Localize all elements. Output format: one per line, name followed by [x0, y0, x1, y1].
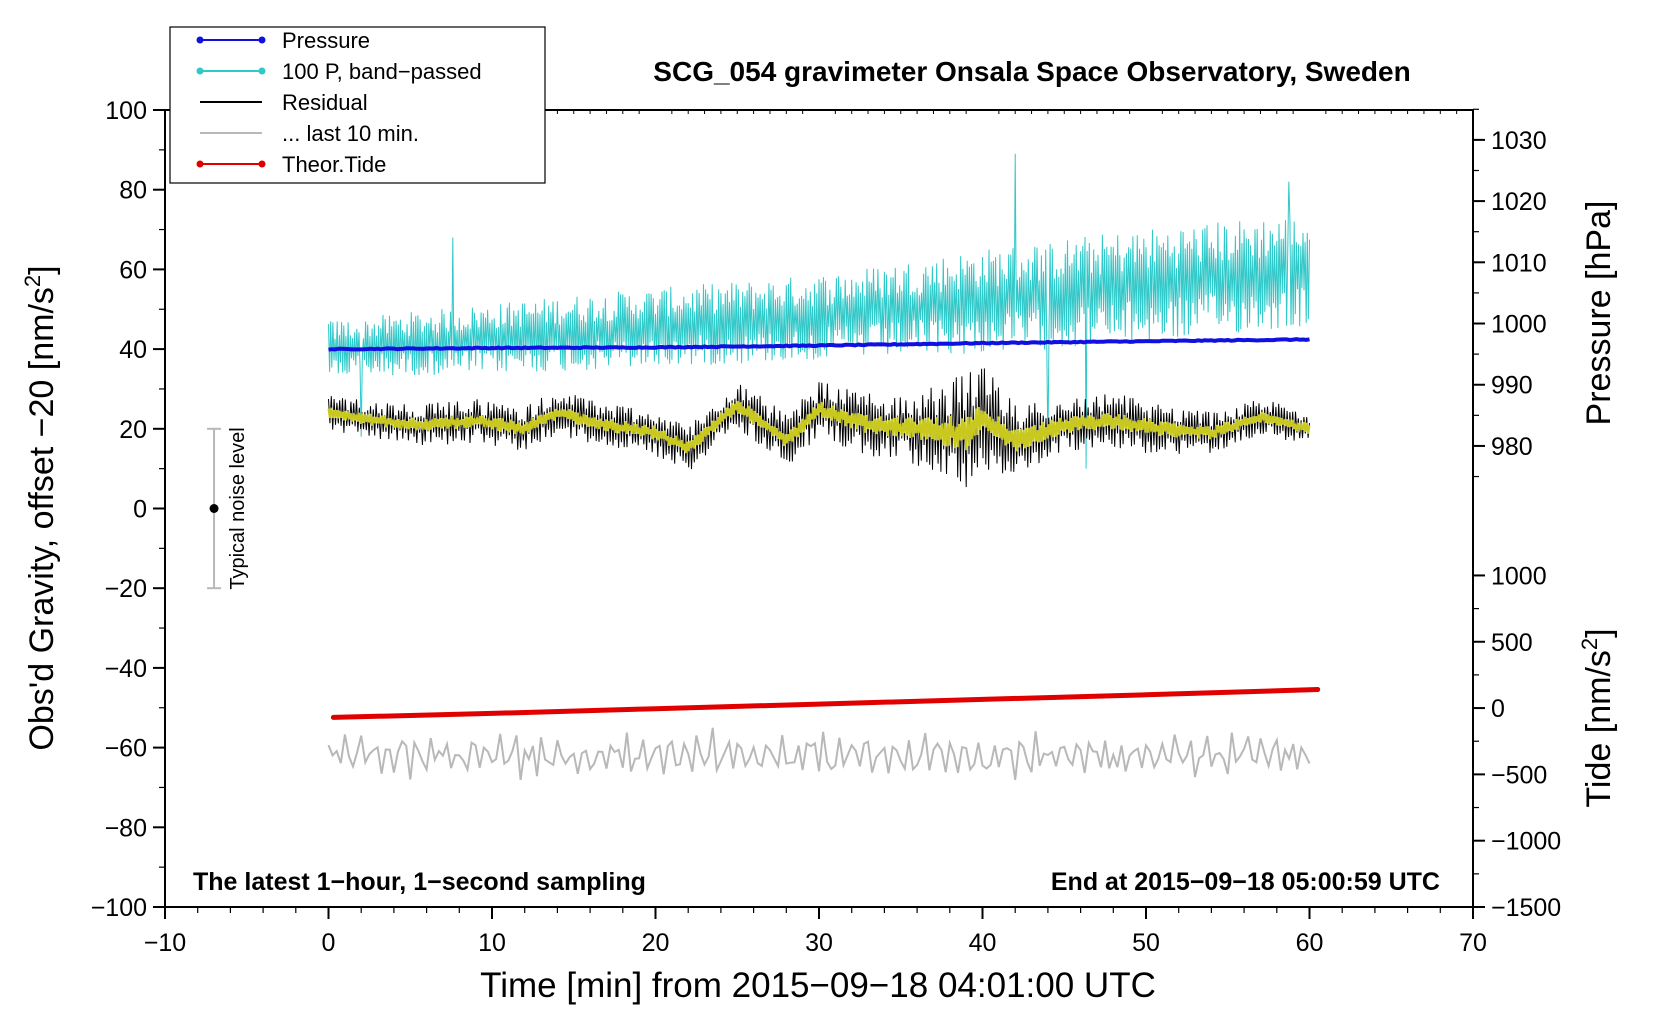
- series-pressure: [328, 337, 1310, 352]
- legend-box: [169, 26, 546, 184]
- y-axis-label-tide-close: ]: [1580, 628, 1618, 637]
- legend-items: Pressure 100 P, band−passed Residual ... la…: [196, 28, 482, 177]
- x-tick-label: 10: [478, 929, 506, 957]
- legend-marker: [258, 36, 266, 44]
- legend-marker: [258, 67, 266, 75]
- y-axis-label-tide-sup: 2: [1577, 638, 1602, 650]
- legend-label: ... last 10 min.: [282, 121, 419, 146]
- x-tick-label: 60: [1296, 929, 1324, 957]
- legend-marker: [196, 160, 204, 168]
- tide-tick-label: 500: [1491, 629, 1533, 657]
- y-axis-label-gravity-close: ]: [23, 265, 61, 274]
- tide-tick-label: 0: [1491, 695, 1505, 723]
- series-residual-smoothed: [327, 400, 1311, 454]
- x-axis-label: Time [min] from 2015−09−18 04:01:00 UTC: [480, 966, 1156, 1005]
- y-tick-label: −60: [105, 735, 147, 763]
- pressure-tick-label: 980: [1491, 433, 1533, 461]
- y-axis-label-pressure: Pressure [hPa]: [1580, 201, 1618, 426]
- legend-label: 100 P, band−passed: [282, 59, 482, 84]
- y-tick-label: 60: [119, 256, 147, 284]
- legend-marker: [258, 160, 266, 168]
- legend-label: Theor.Tide: [282, 152, 386, 177]
- annotation-end-time: End at 2015−09−18 05:00:59 UTC: [1051, 868, 1440, 896]
- y-axis-label-tide: Tide [nm/s2]: [1577, 628, 1618, 807]
- y-tick-label: 100: [105, 97, 147, 125]
- noise-indicator: Typical noise level: [207, 427, 249, 590]
- y-axis-label-gravity-sup: 2: [20, 275, 45, 287]
- series-layer: [327, 153, 1321, 781]
- legend-marker: [196, 36, 204, 44]
- pressure-tick-label: 1020: [1491, 188, 1547, 216]
- annotation-sampling: The latest 1−hour, 1−second sampling: [193, 868, 646, 896]
- y-axis-label-gravity: Obs'd Gravity, offset −20 [nm/s2]: [20, 265, 61, 750]
- legend-marker: [196, 67, 204, 75]
- pressure-tick-label: 1030: [1491, 127, 1547, 155]
- y-tick-label: −40: [105, 655, 147, 683]
- y-axis-label-gravity-text: Obs'd Gravity, offset −20 [nm/s: [23, 287, 61, 750]
- y-tick-label: 0: [133, 496, 147, 524]
- series-last-10-min: [327, 727, 1311, 781]
- pressure-tick-label: 1010: [1491, 249, 1547, 277]
- x-tick-label: 30: [805, 929, 833, 957]
- axes-layer: −10 0 10 20 30 40 50 60 70100806040200−20−40−60−…: [91, 97, 1562, 957]
- tide-tick-label: −1500: [1491, 894, 1561, 922]
- y-tick-label: −20: [105, 575, 147, 603]
- chart-title: SCG_054 gravimeter Onsala Space Observat…: [653, 56, 1410, 87]
- pressure-tick-label: 990: [1491, 372, 1533, 400]
- x-tick-label: 50: [1132, 929, 1160, 957]
- legend: Pressure 100 P, band−passed Residual ... la…: [169, 26, 546, 184]
- y-tick-label: 40: [119, 336, 147, 364]
- x-tick-label: 20: [642, 929, 670, 957]
- y-tick-label: 80: [119, 177, 147, 205]
- series-pressure-bandpassed: [328, 153, 1310, 469]
- y-tick-label: −100: [91, 894, 147, 922]
- tide-tick-label: −500: [1491, 761, 1547, 789]
- y-axis-label-tide-text: Tide [nm/s: [1580, 650, 1618, 807]
- tide-tick-label: 1000: [1491, 562, 1547, 590]
- tide-tick-label: −1000: [1491, 828, 1561, 856]
- x-tick-label: −10: [144, 929, 186, 957]
- noise-label: Typical noise level: [227, 427, 249, 589]
- pressure-tick-label: 1000: [1491, 311, 1547, 339]
- noise-dot: [209, 504, 219, 513]
- x-tick-label: 0: [322, 929, 336, 957]
- legend-label: Residual: [282, 90, 368, 115]
- x-tick-label: 40: [969, 929, 997, 957]
- y-tick-label: 20: [119, 416, 147, 444]
- x-tick-label: 70: [1459, 929, 1487, 957]
- y-tick-label: −80: [105, 814, 147, 842]
- legend-label: Pressure: [282, 28, 370, 53]
- series-theoretical-tide: [330, 687, 1321, 720]
